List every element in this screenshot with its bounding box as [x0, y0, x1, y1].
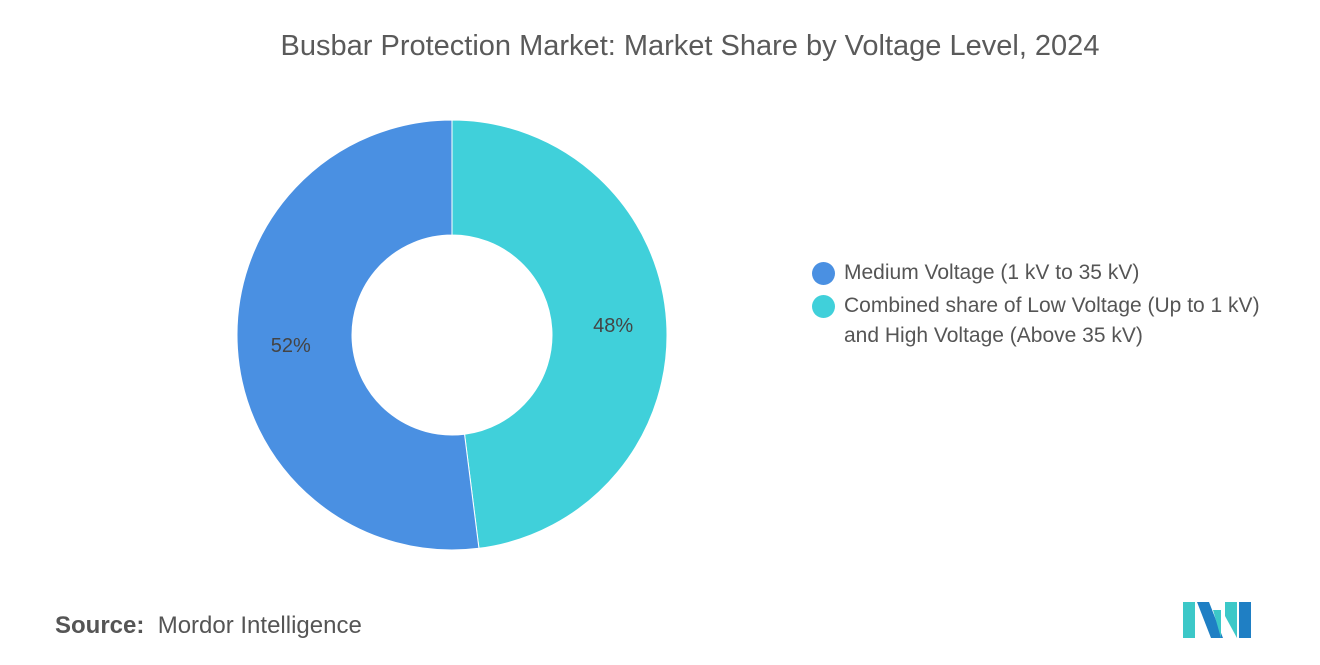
legend-swatch [812, 295, 835, 318]
slice-label-1: 52% [271, 335, 311, 357]
legend-item-medium-voltage[interactable]: Medium Voltage (1 kV to 35 kV) [812, 258, 1262, 288]
donut-slice-0[interactable] [451, 119, 668, 549]
legend-swatch [812, 262, 835, 285]
chart-title: Busbar Protection Market: Market Share b… [280, 30, 1100, 62]
source-value: Mordor Intelligence [157, 612, 362, 639]
legend-label: Combined share of Low Voltage (Up to 1 k… [844, 294, 1260, 347]
legend-item-low-high-voltage[interactable]: Combined share of Low Voltage (Up to 1 k… [812, 291, 1262, 351]
source-note: Source: Mordor Intelligence [55, 612, 362, 640]
source-label: Source: [55, 612, 145, 639]
legend: Medium Voltage (1 kV to 35 kV) Combined … [812, 258, 1262, 354]
legend-label: Medium Voltage (1 kV to 35 kV) [844, 261, 1140, 284]
slice-label-0: 48% [593, 315, 633, 337]
mordor-intelligence-logo [1183, 602, 1251, 638]
donut-slice-1[interactable] [236, 119, 480, 551]
